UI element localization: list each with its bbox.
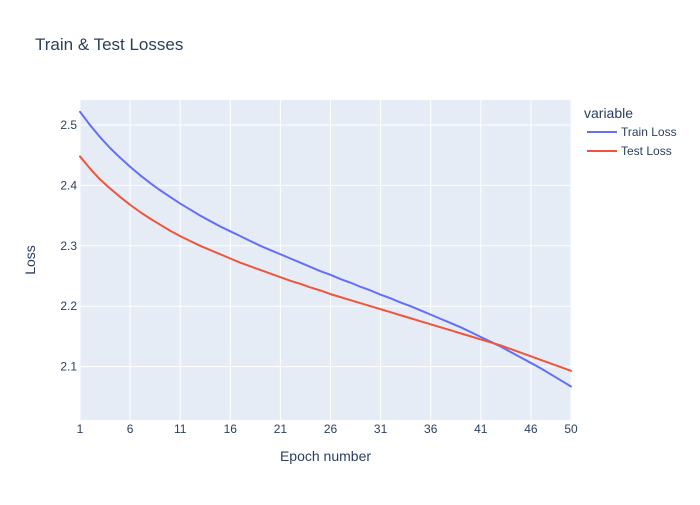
chart-title: Train & Test Losses: [35, 35, 183, 54]
x-tick-label: 11: [174, 422, 187, 436]
series-lines: [79, 110, 572, 388]
x-tick-label: 26: [324, 422, 338, 436]
plot-area: [80, 100, 571, 420]
x-tick-label: 6: [127, 422, 134, 436]
y-tick-label: 2.3: [60, 239, 77, 253]
legend-title: variable: [584, 105, 633, 121]
x-tick-label: 36: [424, 422, 438, 436]
x-tick-label: 46: [524, 422, 538, 436]
series-line-test-loss: [79, 155, 572, 372]
y-tick-label: 2.1: [60, 360, 77, 374]
legend: variable Train Loss Test Loss: [584, 105, 677, 158]
x-tick-label: 50: [564, 422, 578, 436]
y-tick-label: 2.2: [60, 299, 77, 313]
legend-label: Train Loss: [621, 125, 677, 139]
x-tick-label: 1: [77, 422, 84, 436]
grid-lines: [79, 100, 572, 420]
tick-labels: 1 6 11 16 21 26 31 36 41 46 502.12.22.32.42.5: [60, 118, 578, 436]
x-tick-label: 41: [474, 422, 488, 436]
y-axis-label: Loss: [22, 245, 38, 275]
x-tick-label: 16: [224, 422, 238, 436]
x-tick-label: 31: [374, 422, 388, 436]
legend-label: Test Loss: [621, 144, 672, 158]
y-tick-label: 2.5: [60, 118, 77, 132]
x-axis-label: Epoch number: [280, 448, 371, 464]
x-tick-label: 21: [274, 422, 288, 436]
y-tick-label: 2.4: [60, 178, 77, 192]
